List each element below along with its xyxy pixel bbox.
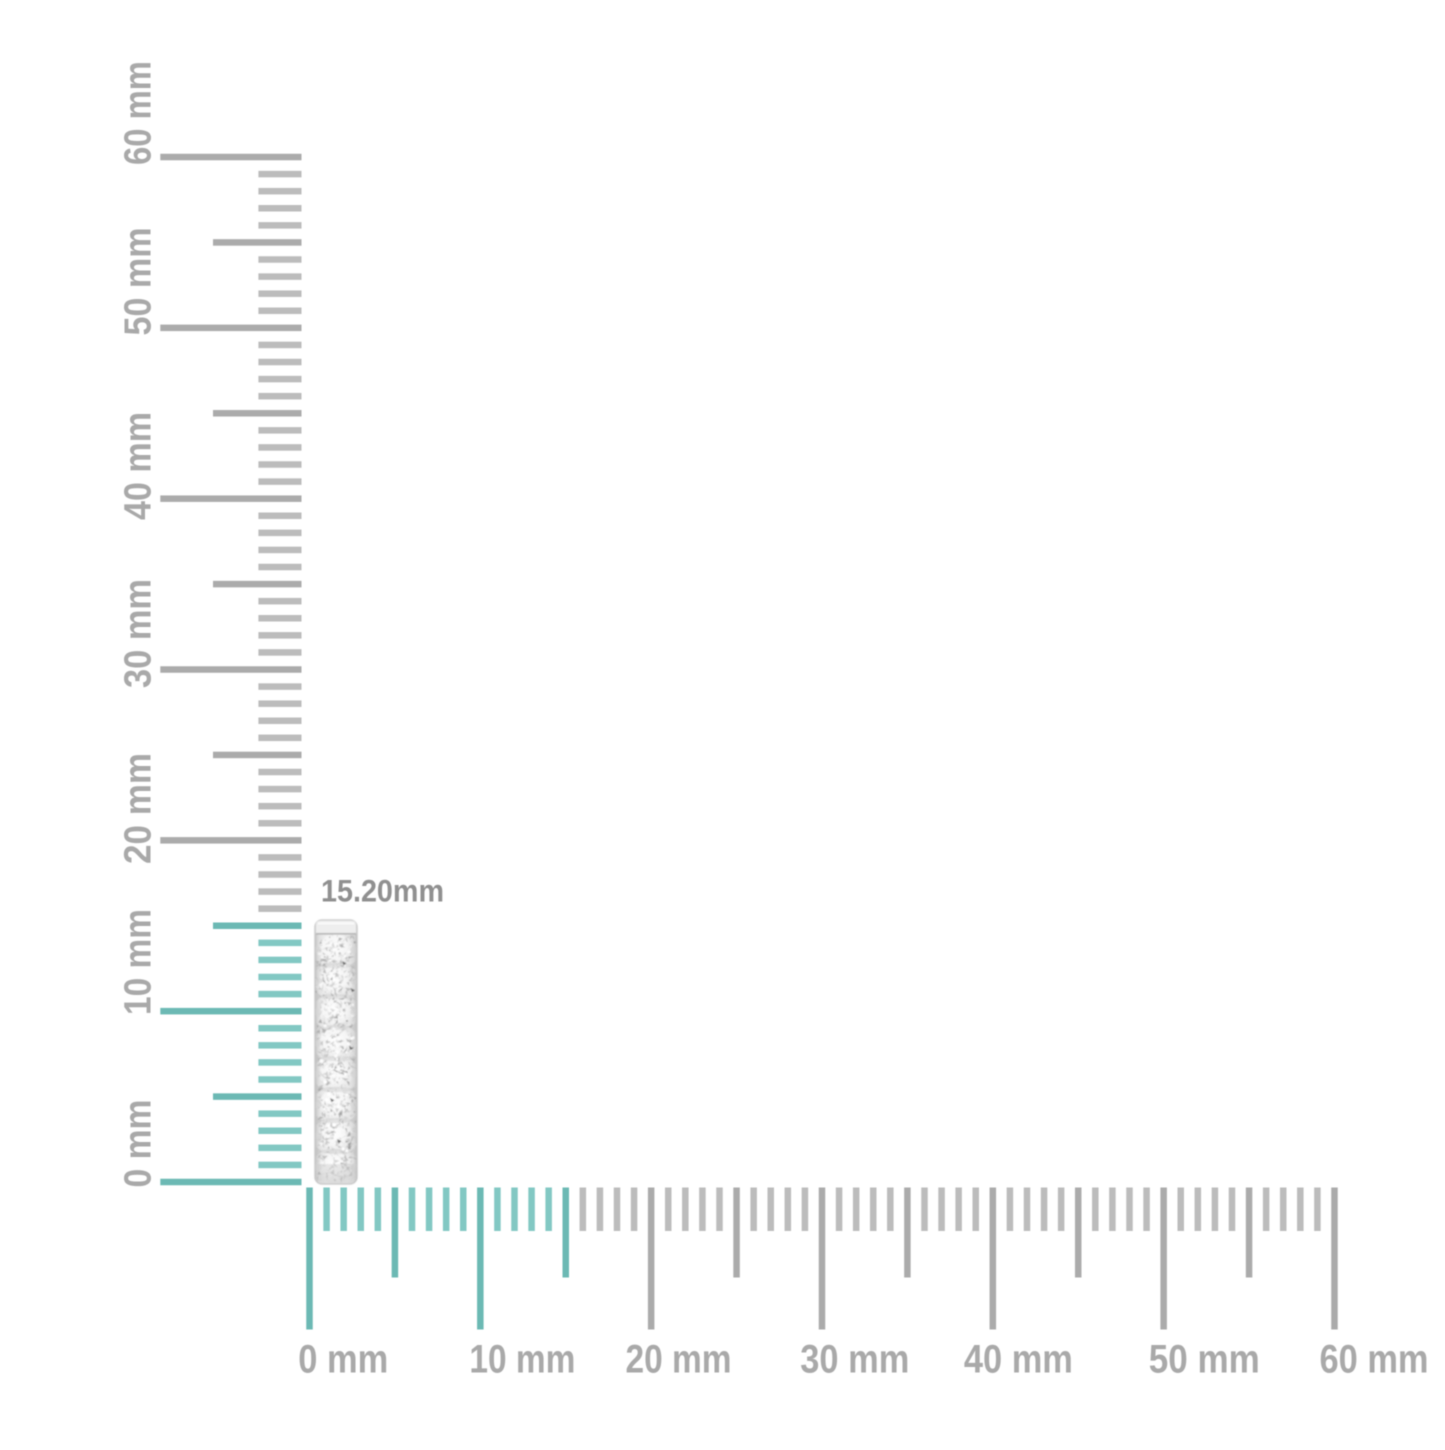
svg-text:10 mm: 10 mm	[118, 909, 160, 1015]
svg-text:20 mm: 20 mm	[118, 753, 160, 864]
svg-text:60 mm: 60 mm	[1320, 1338, 1429, 1382]
svg-text:30 mm: 30 mm	[118, 579, 160, 688]
svg-text:15.20mm: 15.20mm	[321, 873, 444, 909]
svg-text:50 mm: 50 mm	[118, 228, 160, 336]
svg-text:20 mm: 20 mm	[626, 1338, 732, 1382]
svg-text:60 mm: 60 mm	[118, 61, 160, 165]
svg-text:0 mm: 0 mm	[118, 1100, 160, 1188]
svg-text:0 mm: 0 mm	[298, 1338, 388, 1382]
svg-text:50 mm: 50 mm	[1149, 1338, 1260, 1382]
svg-text:30 mm: 30 mm	[800, 1338, 909, 1382]
svg-text:10 mm: 10 mm	[469, 1338, 575, 1382]
svg-text:40 mm: 40 mm	[964, 1338, 1073, 1382]
svg-text:40 mm: 40 mm	[118, 412, 160, 520]
